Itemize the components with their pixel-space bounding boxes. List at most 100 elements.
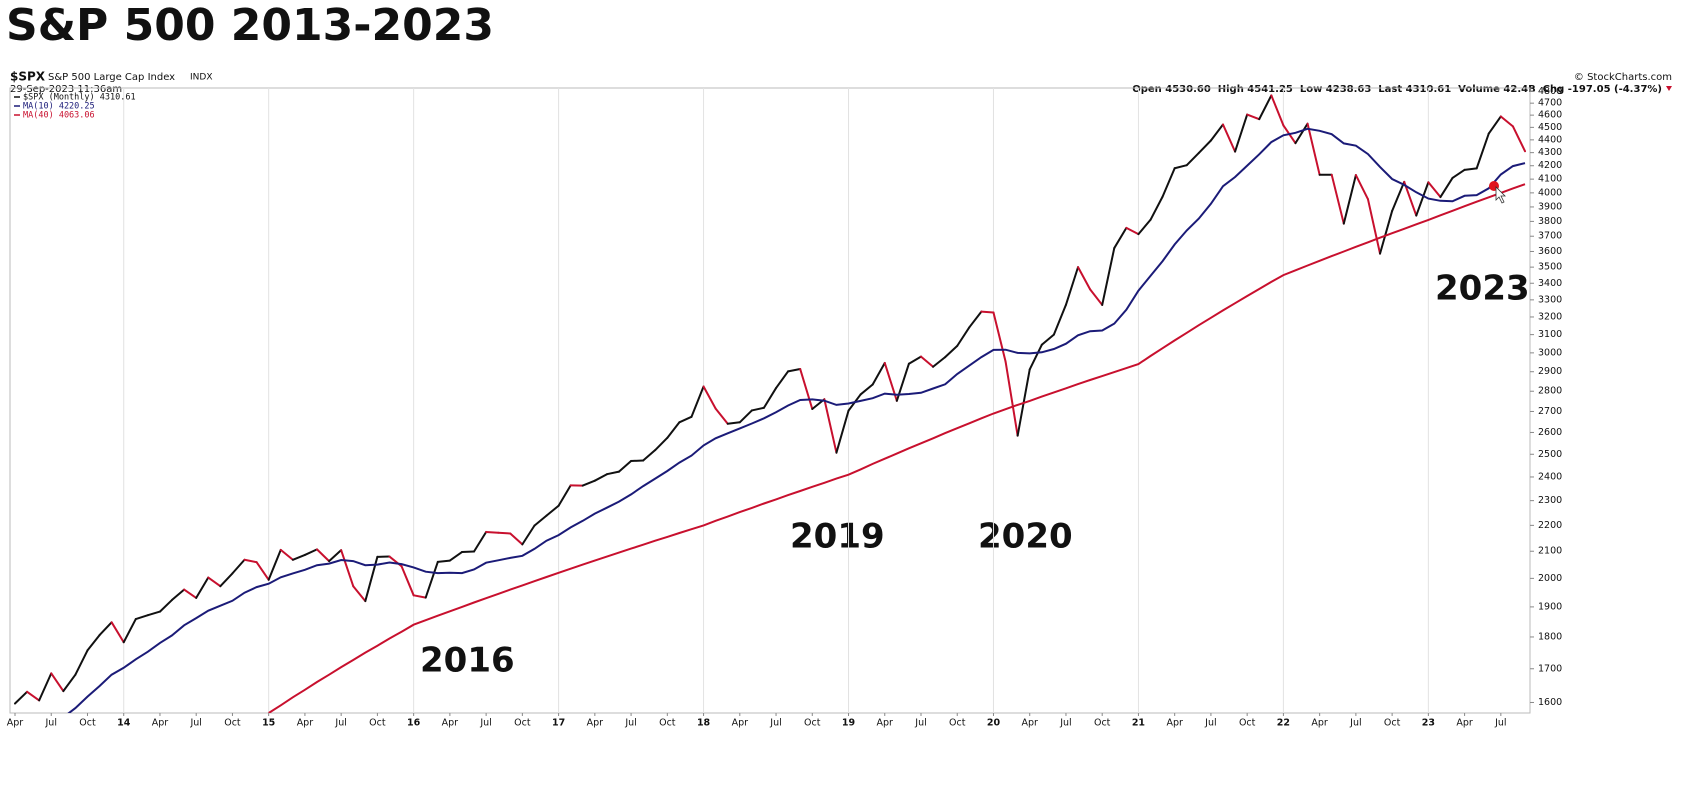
price-segment	[340, 549, 355, 588]
y-tick-label: 4000	[1538, 187, 1562, 198]
annotation: 2016	[420, 641, 515, 681]
price-segment	[714, 407, 729, 425]
price-segment	[1089, 288, 1104, 306]
x-tick-label: Oct	[1094, 718, 1111, 729]
x-tick-label: Oct	[369, 718, 386, 729]
y-tick-label: 1600	[1538, 697, 1562, 708]
price-segment	[328, 549, 343, 563]
price-segment	[1004, 360, 1019, 437]
price-segment	[352, 585, 367, 603]
y-tick-label: 2000	[1538, 573, 1562, 584]
x-tick-label: 22	[1277, 718, 1290, 729]
price-segment	[762, 387, 778, 409]
price-segment	[581, 479, 596, 487]
legend-label: MA(40) 4063.06	[23, 111, 95, 121]
annotation: 2019	[790, 517, 885, 557]
price-segment	[1209, 123, 1224, 142]
x-tick-label: Oct	[1384, 718, 1401, 729]
x-tick-label: Oct	[514, 718, 531, 729]
y-tick-label: 2700	[1538, 406, 1562, 417]
plot-frame	[9, 87, 1531, 714]
price-segment	[1342, 174, 1357, 225]
price-segment	[1173, 164, 1188, 170]
price-segment	[1427, 181, 1442, 199]
price-segment	[1391, 180, 1406, 212]
price-segment	[460, 550, 476, 554]
y-tick-label: 3500	[1538, 262, 1562, 273]
x-tick-label: Jul	[624, 718, 636, 729]
price-segment	[1354, 174, 1369, 201]
y-tick-label: 3200	[1538, 311, 1562, 322]
y-tick-label: 4400	[1538, 134, 1562, 145]
exchange: INDX	[190, 73, 212, 83]
price-segment	[207, 576, 222, 588]
price-segment	[1451, 168, 1466, 179]
x-tick-label: Jul	[1494, 718, 1506, 729]
x-tick-label: 18	[697, 718, 711, 729]
price-segment	[968, 310, 983, 329]
x-tick-label: Oct	[804, 718, 821, 729]
price-segment	[291, 553, 306, 561]
price-segment	[1439, 176, 1454, 199]
y-tick-label: 2100	[1538, 546, 1562, 557]
x-tick-label: Apr	[442, 718, 459, 729]
price-segment	[255, 561, 270, 581]
price-segment	[1487, 115, 1502, 135]
price-segment	[412, 594, 427, 599]
price-segment	[702, 385, 717, 410]
price-segment	[86, 634, 101, 652]
price-segment	[1197, 139, 1212, 154]
price-segment	[1040, 333, 1055, 346]
chart-title: S&P 500 2013-2023	[6, 0, 494, 51]
price-segment	[171, 588, 186, 601]
x-tick-label: Apr	[587, 718, 604, 729]
price-segment	[932, 356, 947, 368]
price-segment	[448, 551, 463, 562]
y-tick-label: 3900	[1538, 201, 1562, 212]
price-segment	[1113, 226, 1128, 250]
source: © StockCharts.com	[1574, 72, 1672, 83]
price-segment	[678, 415, 693, 424]
price-segment	[533, 514, 548, 527]
price-segment	[835, 409, 850, 454]
x-tick-label: 15	[262, 718, 275, 729]
price-segment	[303, 548, 318, 556]
price-segment	[593, 473, 608, 482]
price-segment	[424, 560, 439, 599]
price-segment	[1463, 167, 1478, 171]
price-segment	[726, 421, 741, 425]
y-tick-label: 2400	[1538, 471, 1562, 482]
y-tick-label: 3600	[1538, 246, 1562, 257]
x-tick-label: Oct	[659, 718, 676, 729]
y-tick-label: 2300	[1538, 495, 1562, 506]
y-tick-label: 4500	[1538, 122, 1562, 133]
price-segment	[1222, 123, 1237, 153]
x-tick-label: 16	[407, 718, 421, 729]
y-tick-label: 4700	[1538, 98, 1562, 109]
price-segment	[775, 370, 790, 390]
price-segment	[799, 368, 814, 410]
price-segment	[1258, 94, 1273, 121]
price-segment	[50, 672, 65, 693]
y-tick-label: 2200	[1538, 520, 1562, 531]
price-segment	[146, 610, 161, 617]
price-segment	[509, 532, 524, 546]
price-segment	[473, 530, 488, 553]
price-segment	[1330, 173, 1345, 225]
x-tick-label: Jul	[914, 718, 926, 729]
price-segment	[1077, 266, 1092, 291]
price-segment	[38, 672, 53, 702]
y-tick-label: 1800	[1538, 631, 1562, 642]
price-segment	[316, 548, 331, 563]
price-segment	[1125, 226, 1140, 236]
x-tick-label: Oct	[1239, 718, 1256, 729]
x-tick-label: Apr	[877, 718, 894, 729]
price-segment	[1028, 343, 1043, 371]
price-segment	[62, 673, 77, 693]
x-tick-label: 23	[1422, 718, 1435, 729]
x-tick-label: Apr	[1022, 718, 1039, 729]
y-tick-label: 2500	[1538, 449, 1562, 460]
price-segment	[110, 621, 125, 644]
ma-line	[268, 183, 1526, 713]
ma-line	[67, 127, 1526, 713]
